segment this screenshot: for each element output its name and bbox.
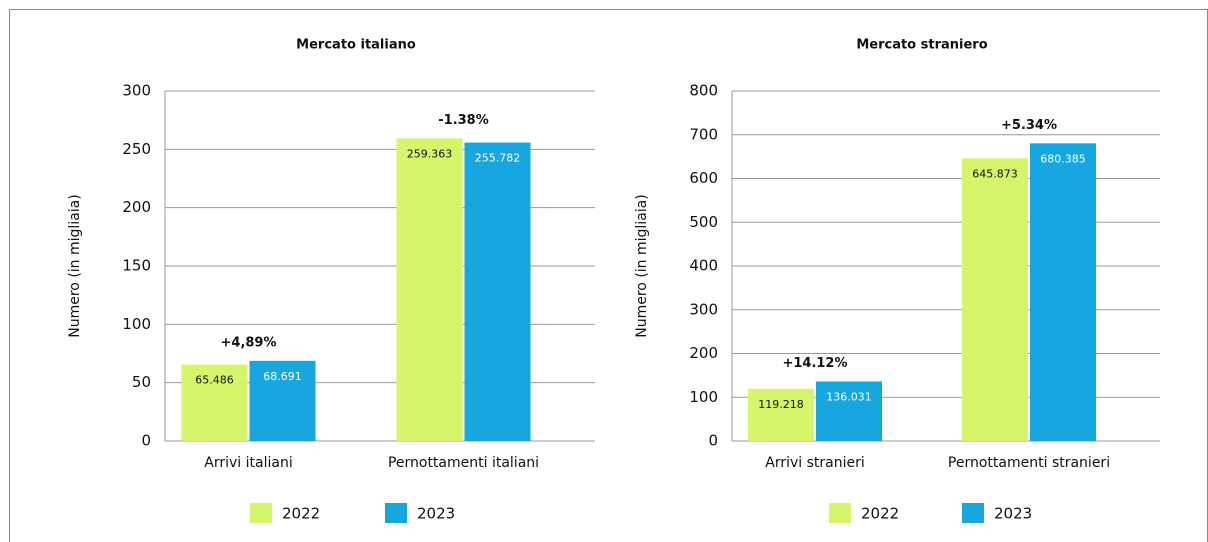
x-tick-label: Pernottamenti italiani: [388, 455, 539, 471]
bar: [464, 142, 531, 442]
legend-label: 2023: [417, 505, 455, 523]
legend-label: 2023: [994, 505, 1032, 523]
bar: [249, 360, 316, 441]
chart-title: Mercato straniero: [856, 38, 987, 53]
y-tick-label: 600: [689, 169, 718, 187]
change-label: +5.34%: [1001, 118, 1057, 133]
y-tick-label: 50: [132, 373, 151, 391]
bar: [1030, 143, 1096, 442]
y-tick-label: 250: [122, 140, 151, 158]
value-label: 65.486: [195, 374, 234, 387]
x-tick-label: Arrivi stranieri: [765, 455, 865, 471]
legend-swatch: [250, 503, 272, 523]
bar: [816, 381, 882, 441]
value-label: 645.873: [972, 167, 1018, 180]
legend-swatch: [829, 503, 851, 523]
y-axis-label: Numero (in migliaia): [67, 194, 83, 337]
y-tick-label: 200: [689, 344, 718, 362]
chart-title: Mercato italiano: [296, 38, 416, 53]
y-tick-label: 400: [689, 257, 718, 275]
y-tick-label: 0: [708, 432, 718, 450]
change-label: -1.38%: [438, 113, 489, 128]
y-tick-label: 100: [122, 315, 151, 333]
bar: [396, 138, 463, 441]
y-tick-label: 800: [689, 82, 718, 100]
legend-label: 2022: [282, 505, 320, 523]
bar: [962, 158, 1028, 442]
value-label: 259.363: [407, 147, 453, 160]
value-label: 680.385: [1040, 152, 1086, 165]
y-tick-label: 300: [689, 300, 718, 318]
y-tick-label: 0: [141, 432, 151, 450]
change-label: +14.12%: [782, 356, 847, 371]
bar: [748, 388, 814, 441]
legend-swatch: [962, 503, 984, 523]
legend-label: 2022: [861, 505, 899, 523]
y-tick-label: 150: [122, 257, 151, 275]
bar: [181, 364, 248, 441]
y-tick-label: 500: [689, 213, 718, 231]
y-tick-label: 700: [689, 125, 718, 143]
legend-swatch: [385, 503, 407, 523]
x-tick-label: Arrivi italiani: [204, 455, 292, 471]
y-tick-label: 300: [122, 82, 151, 100]
value-label: 255.782: [475, 152, 521, 165]
value-label: 136.031: [826, 390, 872, 403]
x-tick-label: Pernottamenti stranieri: [948, 455, 1110, 471]
value-label: 68.691: [263, 370, 302, 383]
change-label: +4,89%: [221, 335, 277, 350]
y-tick-label: 200: [122, 198, 151, 216]
y-tick-label: 100: [689, 388, 718, 406]
value-label: 119.218: [758, 398, 804, 411]
y-axis-label: Numero (in migliaia): [634, 194, 650, 337]
